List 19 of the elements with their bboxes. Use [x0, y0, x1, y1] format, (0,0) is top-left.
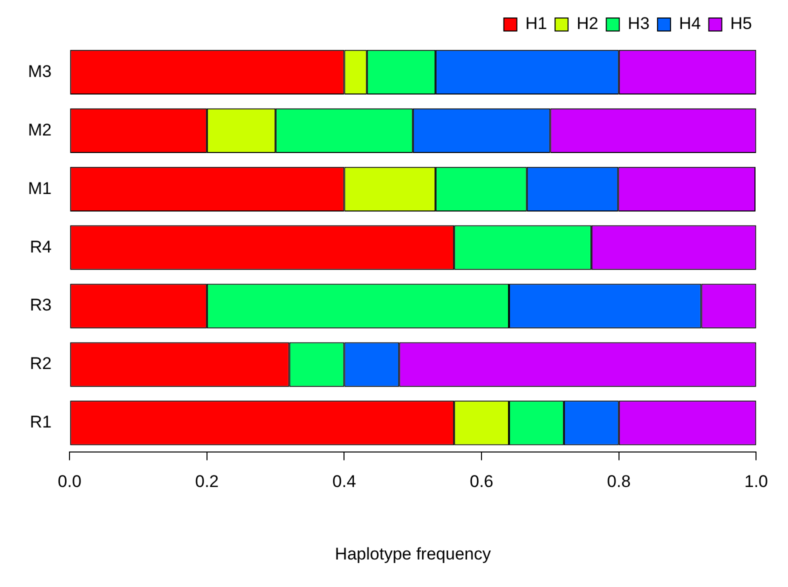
x-axis-title: Haplotype frequency: [334, 544, 492, 564]
x-tick-label: 1.0: [744, 472, 768, 492]
legend-label: H2: [576, 14, 598, 34]
x-tick-label: 0.6: [470, 472, 494, 492]
y-tick-label: M1: [28, 178, 52, 198]
x-tick-label: 0.0: [58, 472, 82, 492]
y-tick-label: R2: [30, 354, 52, 374]
y-tick-label: R3: [30, 296, 52, 315]
x-tick-label: 0.4: [332, 472, 356, 492]
y-tick-label: M3: [28, 62, 52, 81]
y-tick-label: R1: [30, 412, 52, 432]
legend-label: H4: [679, 14, 701, 34]
legend-label: H1: [525, 14, 548, 34]
y-tick-label: R4: [30, 237, 52, 256]
x-tick-label: 0.8: [607, 472, 631, 492]
legend-label: H3: [628, 14, 650, 34]
x-tick-label: 0.2: [195, 472, 219, 492]
legend-label: H5: [730, 14, 752, 34]
y-tick-label: M2: [28, 120, 52, 140]
